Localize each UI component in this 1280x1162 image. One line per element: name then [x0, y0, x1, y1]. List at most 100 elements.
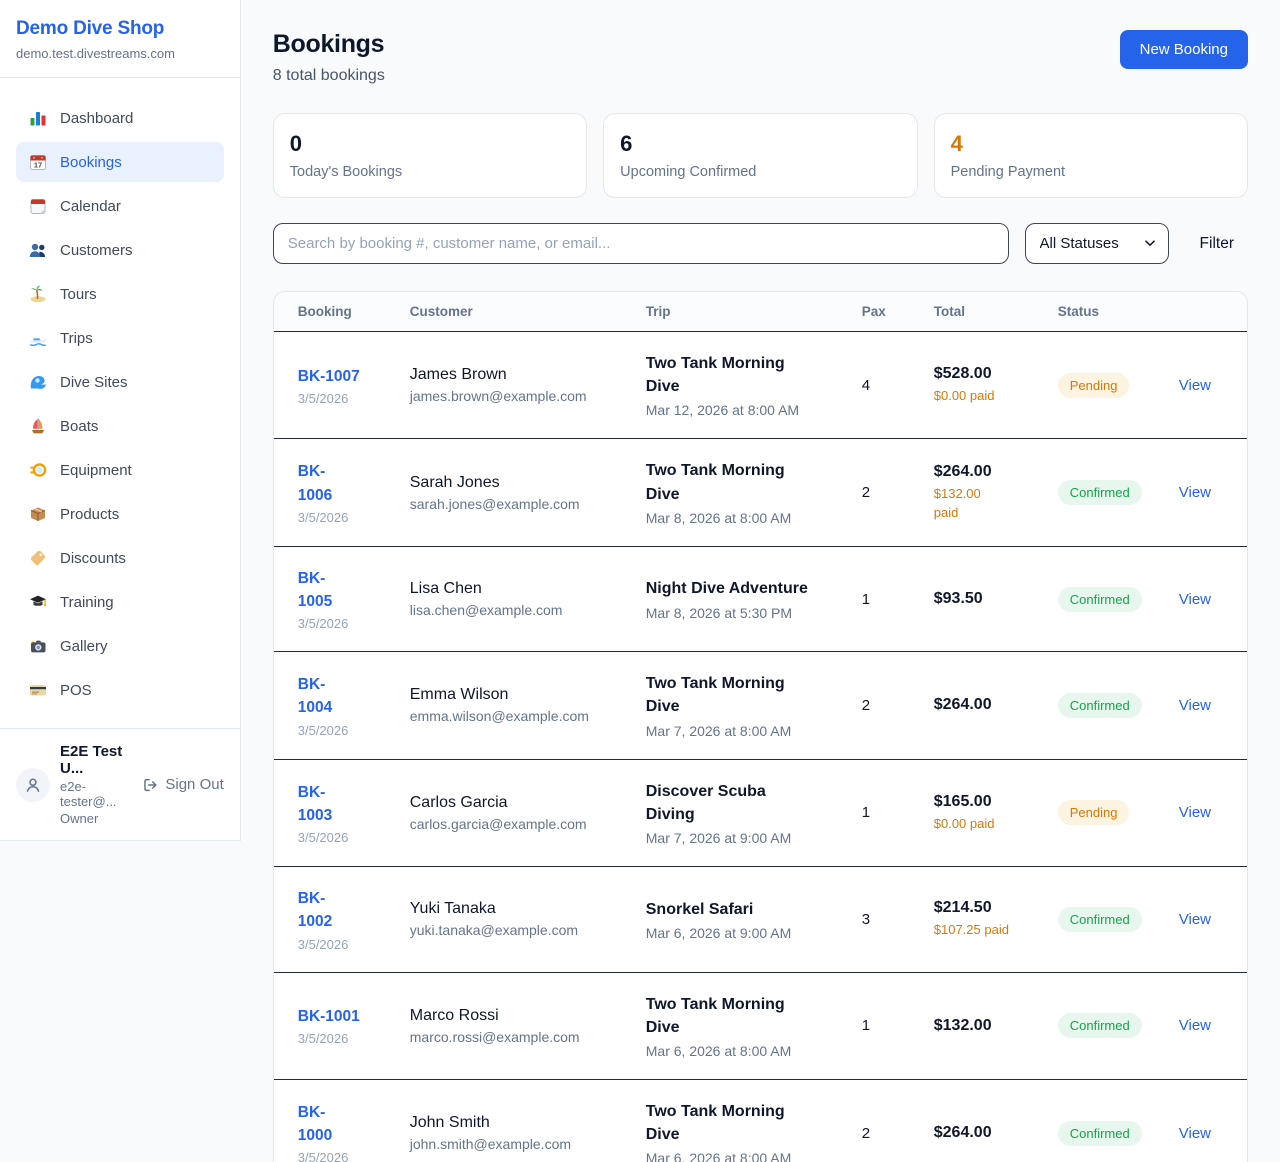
pax-cell: 3 [861, 910, 871, 928]
customer-name: Carlos Garcia [409, 793, 508, 811]
users-icon [28, 240, 48, 260]
trip-name: Snorkel Safari [645, 900, 754, 918]
customer-email: yuki.tanaka@example.com [409, 922, 579, 939]
trip-name: Night Dive Adventure [645, 580, 808, 598]
booking-id-link[interactable]: BK-1001 [297, 1008, 360, 1026]
sidebar-item-dive-sites[interactable]: Dive Sites [16, 362, 224, 402]
filter-button[interactable]: Filter [1199, 234, 1234, 252]
booking-id-link[interactable]: BK- 1003 [297, 783, 333, 824]
view-link[interactable]: View [1178, 804, 1211, 822]
sidebar: Demo Dive Shop demo.test.divestreams.com… [0, 0, 241, 841]
view-link[interactable]: View [1178, 1124, 1211, 1142]
camera-icon [28, 636, 48, 656]
sidebar-item-label: Dive Sites [60, 373, 128, 391]
column-header-pax: Pax [861, 304, 886, 319]
view-link[interactable]: View [1178, 590, 1211, 608]
booking-id-link[interactable]: BK- 1006 [297, 463, 333, 504]
status-badge: Confirmed [1057, 480, 1142, 506]
trip-time: Mar 8, 2026 at 5:30 PM [645, 604, 793, 621]
package-icon [28, 504, 48, 524]
trip-time: Mar 7, 2026 at 8:00 AM [645, 722, 792, 739]
sidebar-item-training[interactable]: Training [16, 582, 224, 622]
total-amount: $132.00 [933, 1016, 992, 1034]
column-header-customer: Customer [409, 304, 473, 319]
sign-out-label: Sign Out [165, 776, 224, 793]
sidebar-item-gallery[interactable]: Gallery [16, 626, 224, 666]
view-link[interactable]: View [1178, 910, 1211, 928]
user-name: E2E Test U... [60, 743, 123, 777]
view-link[interactable]: View [1178, 696, 1211, 714]
customer-name: Yuki Tanaka [409, 900, 496, 918]
table-row: BK-1001 3/5/2026 Marco Rossi marco.rossi… [273, 973, 1247, 1080]
booking-id-link[interactable]: BK- 1000 [297, 1103, 333, 1145]
table-row: BK-1007 3/5/2026 James Brown james.brown… [273, 332, 1247, 440]
stat-label: Today's Bookings [289, 164, 403, 180]
table-row: BK- 1000 3/5/2026 John Smith john.smith@… [274, 1080, 1247, 1162]
customer-name: Sarah Jones [409, 473, 500, 491]
sidebar-item-label: Products [60, 505, 120, 523]
sidebar-item-trips[interactable]: Trips [16, 318, 224, 358]
booking-id-link[interactable]: BK-1007 [297, 367, 360, 385]
pax-cell: 2 [861, 484, 871, 502]
sidebar-item-customers[interactable]: Customers [16, 230, 224, 270]
total-cell: $214.50 $107.25 paid [934, 899, 1058, 939]
status-select[interactable]: All Statuses [1024, 223, 1169, 264]
sidebar-item-calendar[interactable]: Calendar [16, 186, 224, 226]
booking-id-link[interactable]: BK- 1005 [297, 569, 333, 610]
customer-email: emma.wilson@example.com [409, 708, 589, 725]
status-badge: Confirmed [1057, 1013, 1142, 1039]
total-cell: $264.00 $132.00 paid [934, 463, 1058, 521]
sidebar-item-label: Bookings [60, 153, 122, 171]
sign-out-button[interactable]: Sign Out [141, 776, 224, 794]
calendar-icon: 17 [28, 152, 48, 172]
sidebar-item-boats[interactable]: Boats [16, 406, 224, 446]
island-icon [28, 284, 48, 304]
booking-id-link[interactable]: BK- 1002 [297, 890, 333, 931]
sidebar-item-equipment[interactable]: Equipment [16, 450, 224, 490]
sidebar-item-products[interactable]: Products [16, 494, 224, 534]
status-badge: Pending [1057, 800, 1130, 826]
graduation-cap-icon [28, 592, 48, 612]
sidebar-item-tours[interactable]: Tours [16, 274, 224, 314]
sidebar-item-dashboard[interactable]: Dashboard [16, 98, 224, 138]
brand-block: Demo Dive Shop demo.test.divestreams.com [0, 0, 240, 78]
pax-cell: 4 [861, 376, 871, 394]
customer-email: james.brown@example.com [409, 388, 587, 405]
total-amount: $264.00 [933, 696, 992, 714]
sidebar-item-discounts[interactable]: Discounts [16, 538, 224, 578]
status-cell: Confirmed [1057, 1013, 1179, 1039]
stat-value: 6 [620, 131, 633, 156]
sidebar-item-label: Training [60, 593, 114, 611]
sidebar-item-label: Calendar [60, 197, 121, 215]
total-amount: $264.00 [933, 463, 992, 481]
view-link[interactable]: View [1178, 484, 1211, 502]
booking-cell: BK- 1005 3/5/2026 [298, 567, 410, 632]
bookings-table: Booking Customer Trip Pax Total Status B… [272, 291, 1248, 1162]
customer-cell: Marco Rossi marco.rossi@example.com [410, 1007, 646, 1045]
brand-title[interactable]: Demo Dive Shop [16, 18, 165, 39]
search-input[interactable] [272, 223, 1009, 264]
total-amount: $165.00 [933, 792, 992, 810]
column-header-status: Status [1057, 304, 1100, 319]
view-link[interactable]: View [1178, 1017, 1211, 1035]
stat-card-upcoming-confirmed: 6 Upcoming Confirmed [603, 113, 918, 198]
page-title: Bookings [272, 30, 385, 58]
sidebar-item-bookings[interactable]: 17 Bookings [16, 142, 224, 182]
customer-name: Emma Wilson [409, 686, 509, 704]
sidebar-item-label: Tours [60, 285, 97, 303]
booking-cell: BK- 1003 3/5/2026 [298, 781, 410, 846]
total-cell: $165.00 $0.00 paid [934, 793, 1058, 833]
booking-date: 3/5/2026 [297, 722, 349, 738]
user-role: Owner [60, 811, 99, 826]
sidebar-item-label: POS [60, 681, 92, 699]
trip-cell: Two Tank Morning Dive Mar 12, 2026 at 8:… [646, 352, 862, 418]
avatar [16, 767, 50, 802]
total-amount: $214.50 [933, 899, 992, 917]
sidebar-nav: Dashboard 17 Bookings Calendar Customers… [0, 78, 240, 728]
view-link[interactable]: View [1178, 376, 1211, 394]
sidebar-item-pos[interactable]: POS [16, 670, 224, 710]
new-booking-button[interactable]: New Booking [1119, 30, 1248, 69]
booking-id-link[interactable]: BK- 1004 [297, 676, 333, 717]
user-email: e2e-tester@... [60, 779, 117, 809]
